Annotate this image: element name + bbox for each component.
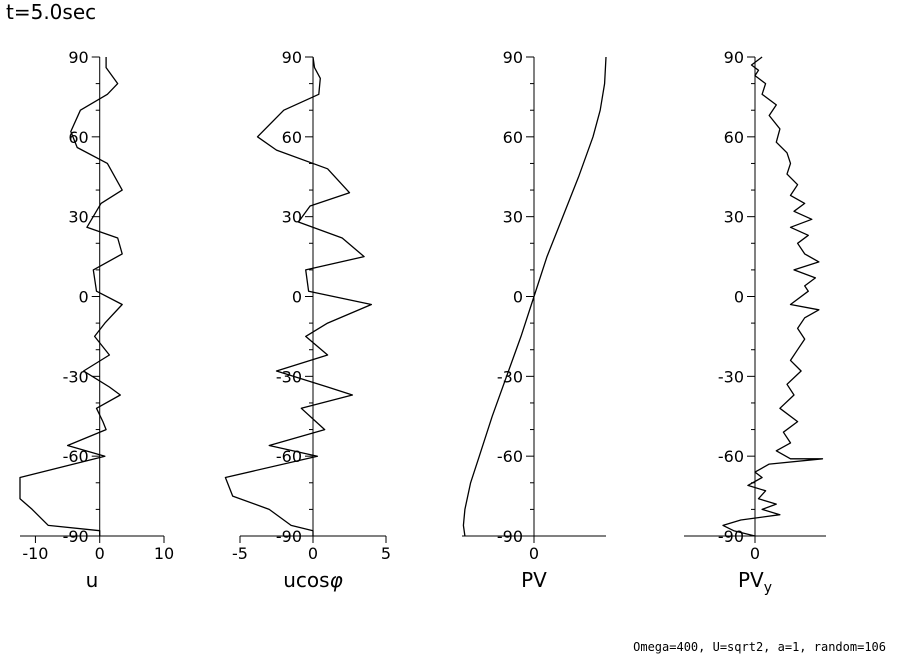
x-axis-label: PVy: [738, 568, 772, 596]
y-tick-label: 60: [724, 128, 744, 147]
x-tick-label: -10: [22, 544, 48, 563]
y-tick-label: -60: [497, 447, 523, 466]
y-tick-label: 60: [282, 128, 302, 147]
y-tick-label: 60: [503, 128, 523, 147]
y-tick-label: 30: [282, 208, 302, 227]
y-tick-label: -90: [276, 527, 302, 546]
y-tick-label: 0: [79, 288, 89, 307]
y-tick-label: 60: [68, 128, 88, 147]
x-axis-label: u: [86, 568, 99, 592]
x-tick-label: 0: [308, 544, 318, 563]
y-tick-label: -30: [497, 367, 523, 386]
series-line-ucos: [224, 56, 373, 536]
y-tick-label: 0: [513, 288, 523, 307]
y-tick-label: -90: [497, 527, 523, 546]
x-tick-label: -5: [232, 544, 248, 563]
x-tick-label: 0: [529, 544, 539, 563]
y-tick-label: 30: [503, 208, 523, 227]
x-tick-label: 10: [154, 544, 174, 563]
x-tick-label: 5: [381, 544, 391, 563]
x-axis-label: ucosφ: [283, 568, 343, 592]
y-tick-label: 30: [68, 208, 88, 227]
series-line-pv: [462, 56, 607, 537]
y-tick-label: -30: [276, 367, 302, 386]
parameter-caption: Omega=400, U=sqrt2, a=1, random=106: [633, 640, 886, 654]
x-tick-label: 0: [750, 544, 760, 563]
x-axis-label: PV: [521, 568, 547, 592]
panel-pv: 90 60 30 0 -30 -60 -90 0 PV: [462, 48, 607, 592]
subscript-y: y: [764, 580, 772, 596]
y-tick-label: 0: [734, 288, 744, 307]
y-tick-label: -30: [63, 367, 89, 386]
time-title: t=5.0sec: [6, 0, 97, 24]
y-tick-label: 90: [68, 48, 88, 67]
x-tick-label: 0: [95, 544, 105, 563]
y-tick-label: 90: [503, 48, 523, 67]
series-line-u: [19, 57, 123, 536]
y-tick-label: 90: [724, 48, 744, 67]
y-tick-label: -90: [63, 527, 89, 546]
y-tick-label: 0: [292, 288, 302, 307]
y-tick-label: -60: [718, 447, 744, 466]
phi-symbol: φ: [330, 568, 343, 592]
y-tick-label: -30: [718, 367, 744, 386]
y-tick-label: 90: [282, 48, 302, 67]
y-tick-label: 30: [724, 208, 744, 227]
series-line-pvy: [722, 56, 824, 537]
